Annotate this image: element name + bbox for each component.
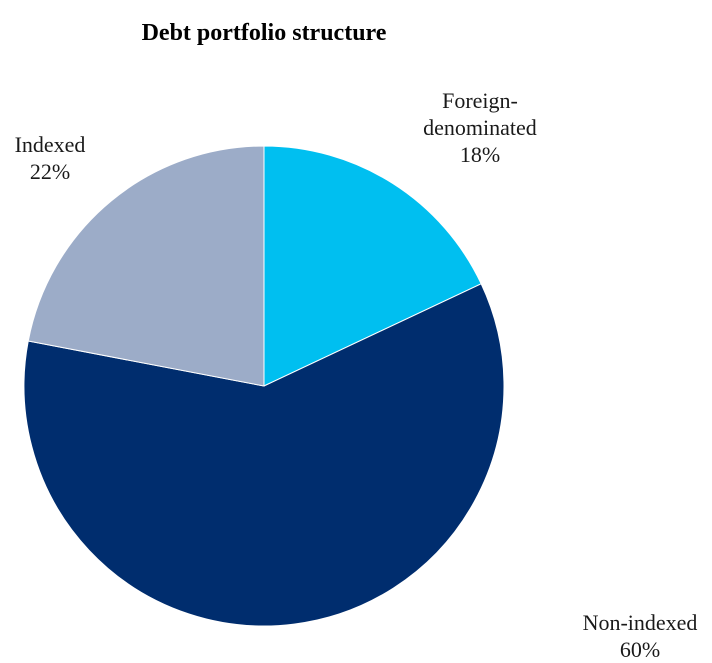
slice-value-indexed: 22% bbox=[30, 159, 70, 184]
pie-slices bbox=[23, 145, 505, 627]
slice-labels: Foreign-denominated 18% Non-indexed 60% Inde… bbox=[15, 88, 698, 662]
slice-label-nonindexed: Non-indexed 60% bbox=[583, 610, 698, 662]
chart-title: Debt portfolio structure bbox=[142, 20, 387, 46]
slice-name-foreign: Foreign- bbox=[442, 88, 518, 113]
pie-slice-foreign bbox=[263, 145, 482, 387]
slice-value-nonindexed: 60% bbox=[620, 637, 660, 662]
slice-name-nonindexed: Non-indexed bbox=[583, 610, 698, 635]
slice-label-foreign: Foreign-denominated 18% bbox=[423, 88, 537, 167]
slice-label-indexed: Indexed 22% bbox=[15, 132, 86, 184]
pie-slice-indexed bbox=[27, 145, 265, 387]
slice-value-foreign: 18% bbox=[460, 142, 500, 167]
slice-name-foreign: denominated bbox=[423, 115, 537, 140]
slice-name-indexed: Indexed bbox=[15, 132, 86, 157]
pie-slice-nonindexed bbox=[23, 283, 505, 627]
